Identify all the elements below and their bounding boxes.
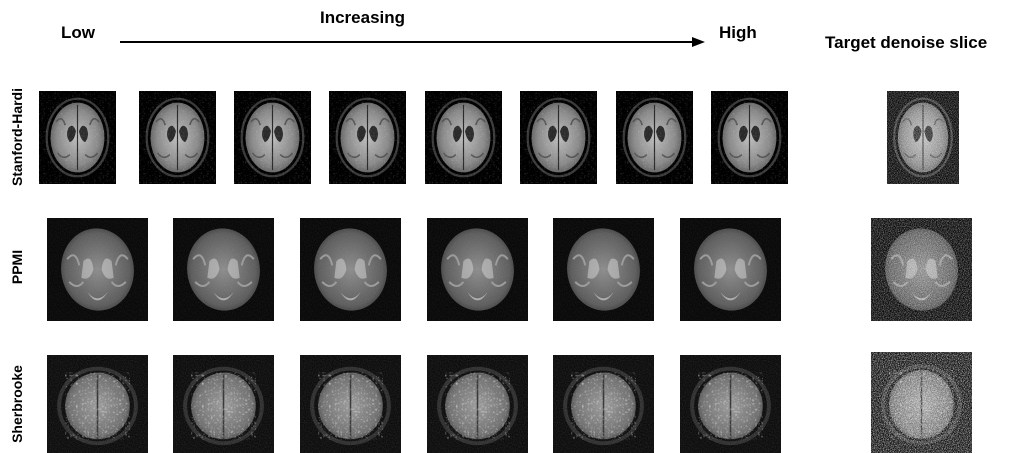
ppmi-slice — [47, 218, 148, 321]
row-label-sherbrooke: Sherbrooke — [9, 365, 25, 443]
stanford-hardi-slice — [425, 91, 502, 184]
low-label: Low — [61, 23, 95, 42]
sherbrooke-slice — [427, 355, 528, 453]
high-label: High — [719, 23, 757, 42]
stanford-hardi-slice — [711, 91, 788, 184]
ppmi-slice — [680, 218, 781, 321]
sherbrooke-slice — [680, 355, 781, 453]
stanford-hardi-slice — [329, 91, 406, 184]
stanford-hardi-slice — [234, 91, 311, 184]
ppmi-target-slice — [871, 218, 972, 321]
stanford-hardi-slice — [39, 91, 116, 184]
ppmi-slice — [553, 218, 654, 321]
stanford-hardi-slice — [139, 91, 216, 184]
stanford-hardi-target-slice — [887, 91, 959, 184]
sherbrooke-slice — [300, 355, 401, 453]
ppmi-slice — [427, 218, 528, 321]
sherbrooke-slice — [173, 355, 274, 453]
sherbrooke-slice — [553, 355, 654, 453]
increasing-arrow — [120, 37, 705, 47]
sherbrooke-target-slice — [871, 352, 972, 453]
row-label-ppmi: PPMI — [9, 249, 25, 285]
stanford-hardi-slice — [520, 91, 597, 184]
ppmi-slice — [300, 218, 401, 321]
row-label-stanford-hardi: Stanford-Hardi — [9, 88, 25, 186]
target-denoise-label: Target denoise slice — [825, 33, 988, 52]
stanford-hardi-slice — [616, 91, 693, 184]
sherbrooke-slice — [47, 355, 148, 453]
increasing-label: Increasing — [320, 8, 406, 27]
ppmi-slice — [173, 218, 274, 321]
